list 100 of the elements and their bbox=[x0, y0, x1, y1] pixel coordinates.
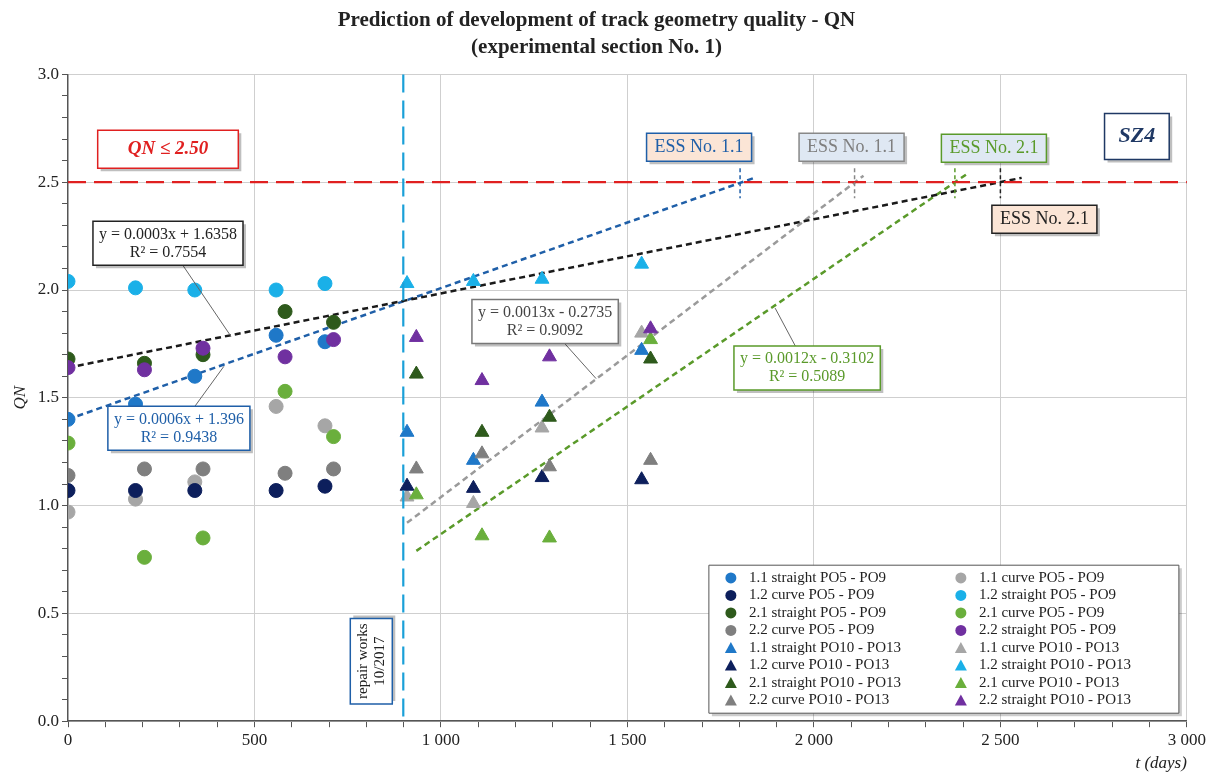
point bbox=[326, 461, 342, 477]
point bbox=[542, 408, 557, 422]
point bbox=[474, 527, 490, 541]
annotation: y = 0.0003x + 1.6358 R² = 0.7554 bbox=[98, 224, 238, 260]
legend-label: 1.2 straight PO10 - PO13 bbox=[978, 656, 1131, 673]
x-tick-label: 0 bbox=[63, 729, 73, 749]
point bbox=[542, 458, 557, 472]
point bbox=[408, 328, 424, 342]
point bbox=[277, 349, 293, 365]
point bbox=[195, 340, 211, 356]
legend-label: 1.2 curve PO10 - PO13 bbox=[748, 656, 890, 673]
legend-label: 1.2 curve PO5 - PO9 bbox=[748, 586, 875, 603]
y-tick-label: 2.5 bbox=[37, 171, 59, 191]
point bbox=[534, 270, 550, 284]
legend-label: 2.2 curve PO5 - PO9 bbox=[748, 621, 875, 638]
x-axis-title: t (days) bbox=[1135, 753, 1188, 773]
ref-line-label: repair works 10/2017 bbox=[353, 623, 387, 699]
point bbox=[634, 255, 650, 269]
point bbox=[277, 304, 293, 320]
point bbox=[643, 451, 658, 465]
legend-label: 2.1 straight PO10 - PO13 bbox=[748, 673, 901, 690]
point bbox=[268, 282, 284, 298]
y-tick-label: 0.0 bbox=[37, 710, 59, 730]
point bbox=[643, 331, 658, 345]
x-tick-label: 2 500 bbox=[981, 729, 1020, 749]
point bbox=[268, 327, 284, 343]
point bbox=[474, 372, 490, 386]
y-tick-label: 1.5 bbox=[37, 387, 59, 407]
y-tick-label: 3.0 bbox=[37, 63, 59, 83]
x-tick-label: 1 500 bbox=[608, 729, 647, 749]
point bbox=[399, 477, 415, 491]
ref-line-label: QN ≤ 2.50 bbox=[127, 137, 209, 159]
point bbox=[317, 478, 333, 494]
x-tick-label: 2 000 bbox=[794, 729, 834, 749]
annotation: ESS No. 1.1 bbox=[807, 135, 897, 156]
point bbox=[268, 483, 284, 499]
point bbox=[128, 280, 144, 296]
legend-label: 2.2 curve PO10 - PO13 bbox=[748, 691, 890, 708]
point bbox=[277, 383, 293, 399]
y-tick-label: 2.0 bbox=[37, 279, 59, 299]
point bbox=[542, 529, 557, 543]
annotation: y = 0.0006x + 1.396 R² = 0.9438 bbox=[113, 409, 244, 445]
point bbox=[643, 320, 658, 334]
annotation: y = 0.0013x - 0.2735 R² = 0.9092 bbox=[477, 302, 613, 338]
legend-label: 2.1 straight PO5 - PO9 bbox=[748, 603, 886, 620]
point bbox=[634, 341, 650, 355]
point bbox=[534, 419, 550, 433]
point bbox=[542, 348, 557, 362]
legend-label: 2.2 straight PO10 - PO13 bbox=[978, 691, 1131, 708]
legend-label: 1.1 curve PO5 - PO9 bbox=[978, 568, 1105, 585]
point bbox=[408, 365, 424, 379]
point bbox=[474, 423, 490, 437]
annotation: ESS No. 2.1 bbox=[949, 136, 1039, 157]
x-tick-label: 500 bbox=[241, 729, 268, 749]
point bbox=[136, 362, 152, 378]
point bbox=[643, 350, 658, 364]
annotation: ESS No. 2.1 bbox=[999, 207, 1089, 228]
chart-title: Prediction of development of track geometry quality - QN bbox=[337, 7, 856, 32]
legend-label: 2.2 straight PO5 - PO9 bbox=[978, 621, 1116, 638]
point bbox=[326, 314, 342, 330]
legend-label: 1.1 straight PO10 - PO13 bbox=[748, 638, 901, 655]
point bbox=[474, 445, 490, 459]
point bbox=[534, 393, 550, 407]
point bbox=[534, 469, 550, 483]
y-tick-label: 1.0 bbox=[37, 495, 59, 515]
point bbox=[195, 461, 211, 477]
point bbox=[399, 423, 415, 437]
point bbox=[195, 530, 211, 546]
legend-label: 2.1 curve PO5 - PO9 bbox=[978, 603, 1105, 620]
point bbox=[465, 451, 481, 465]
point bbox=[408, 486, 424, 500]
point bbox=[277, 465, 293, 481]
legend-label: 1.1 straight PO5 - PO9 bbox=[748, 568, 886, 585]
point bbox=[187, 483, 203, 499]
annotation: y = 0.0012x - 0.3102 R² = 0.5089 bbox=[739, 349, 875, 385]
point bbox=[187, 368, 203, 384]
x-tick-label: 3 000 bbox=[1167, 729, 1206, 749]
point bbox=[136, 549, 152, 565]
annotation: ESS No. 1.1 bbox=[654, 135, 744, 156]
point bbox=[634, 324, 650, 338]
point bbox=[408, 460, 424, 474]
point bbox=[465, 479, 481, 493]
point bbox=[128, 483, 144, 499]
chart-subtitle: (experimental section No. 1) bbox=[471, 34, 722, 59]
y-tick-label: 0.5 bbox=[37, 602, 59, 622]
x-tick-label: 1 000 bbox=[421, 729, 461, 749]
point bbox=[326, 332, 342, 348]
point bbox=[465, 494, 481, 508]
y-axis-title: QN bbox=[9, 384, 29, 410]
legend-label: 2.1 curve PO10 - PO13 bbox=[978, 673, 1120, 690]
point bbox=[317, 276, 333, 292]
point bbox=[317, 418, 333, 434]
point bbox=[634, 471, 650, 485]
point bbox=[268, 398, 284, 414]
legend-label: 1.2 straight PO5 - PO9 bbox=[978, 586, 1116, 603]
point bbox=[465, 272, 481, 286]
point bbox=[136, 461, 152, 477]
annotation: SZ4 bbox=[1118, 122, 1156, 148]
legend-label: 1.1 curve PO10 - PO13 bbox=[978, 638, 1120, 655]
point bbox=[326, 429, 342, 445]
